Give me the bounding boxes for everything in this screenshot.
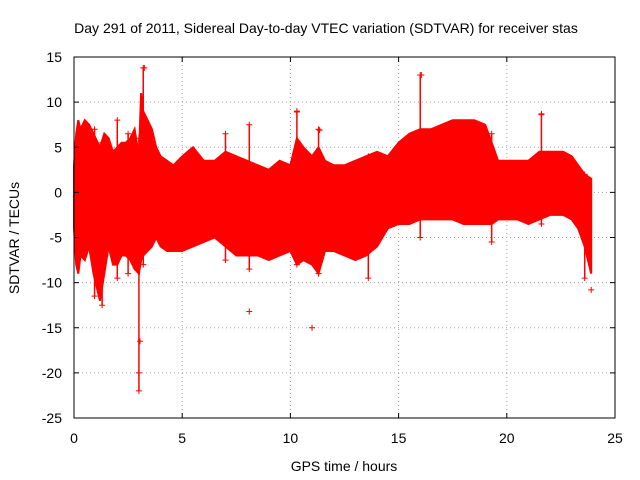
data-point: [365, 153, 372, 160]
y-tick-label: -5: [50, 230, 63, 246]
y-tick-label: 5: [54, 139, 62, 155]
data-series: [73, 64, 595, 394]
data-point: [114, 275, 121, 282]
data-point: [588, 286, 595, 293]
data-point: [91, 293, 98, 300]
data-point: [99, 139, 106, 146]
x-tick-label: 0: [70, 430, 78, 446]
data-point: [137, 338, 144, 345]
data-point: [488, 130, 495, 137]
y-tick-label: -15: [42, 320, 62, 336]
data-point: [99, 302, 106, 309]
data-point: [246, 121, 253, 128]
x-tick-label: 10: [283, 430, 299, 446]
y-tick-label: 0: [54, 184, 62, 200]
data-point: [91, 126, 98, 133]
data-point: [246, 266, 253, 273]
x-tick-label: 5: [178, 430, 186, 446]
data-band: [73, 92, 593, 301]
chart-title: Day 291 of 2011, Sidereal Day-to-day VTE…: [74, 20, 578, 36]
data-point: [418, 72, 425, 79]
data-point: [316, 127, 323, 134]
x-tick-label: 20: [499, 430, 515, 446]
data-point: [114, 117, 121, 124]
data-point: [315, 126, 322, 133]
x-axis-label: GPS time / hours: [291, 458, 398, 474]
data-point: [365, 275, 372, 282]
data-point: [581, 171, 588, 178]
y-tick-label: -10: [42, 275, 62, 291]
data-point: [222, 130, 229, 137]
data-point: [581, 275, 588, 282]
x-tick-label: 15: [391, 430, 407, 446]
data-point: [135, 369, 142, 376]
data-point: [309, 324, 316, 331]
x-tick-label: 25: [607, 430, 623, 446]
data-point: [293, 109, 300, 116]
y-tick-label: -20: [42, 365, 62, 381]
y-tick-label: 10: [46, 94, 62, 110]
data-point: [125, 270, 132, 277]
data-point: [222, 257, 229, 264]
data-point: [140, 261, 147, 268]
y-axis-label: SDTVAR / TECUs: [6, 182, 22, 294]
data-point: [488, 239, 495, 246]
data-point: [135, 135, 142, 142]
data-point: [141, 64, 148, 71]
y-tick-label: 15: [46, 49, 62, 65]
data-point: [246, 308, 253, 315]
axes: 0 5 10 15 20 25 -25 -20 -15 -10 -5 0 5 10 15: [42, 49, 623, 446]
data-point: [315, 270, 322, 277]
y-tick-label: -25: [42, 410, 62, 426]
data-point: [293, 261, 300, 268]
data-point: [538, 111, 545, 118]
data-point: [125, 130, 132, 137]
data-point: [538, 220, 545, 227]
data-point: [417, 234, 424, 241]
data-point: [135, 387, 142, 394]
